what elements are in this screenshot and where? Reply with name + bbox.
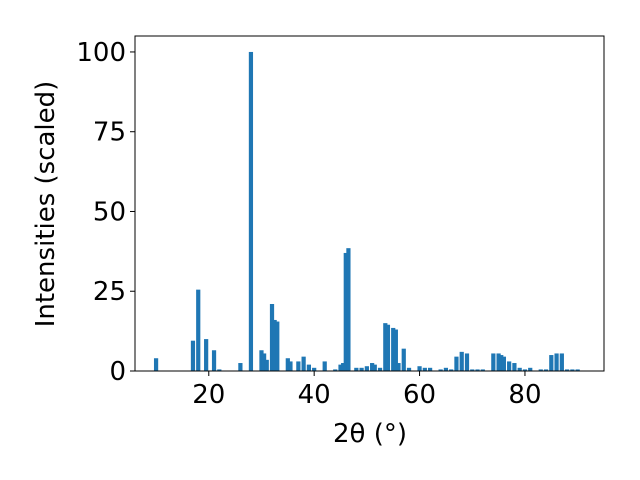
bar	[496, 353, 501, 371]
bar	[401, 348, 406, 371]
bar	[204, 339, 209, 371]
bar	[285, 358, 290, 371]
bar	[338, 364, 343, 371]
bar	[272, 319, 277, 371]
bar	[296, 361, 301, 371]
bar	[464, 353, 470, 371]
bar	[427, 367, 433, 371]
bar	[370, 363, 375, 371]
bar	[196, 289, 201, 371]
bar	[393, 329, 398, 371]
bar	[499, 355, 504, 371]
bar	[217, 369, 222, 371]
bar	[346, 248, 351, 371]
bar	[522, 369, 528, 371]
bar	[491, 353, 496, 371]
bar	[190, 340, 196, 371]
bar	[570, 369, 575, 371]
bar	[501, 356, 506, 371]
bar	[406, 367, 412, 371]
bar	[343, 252, 348, 371]
x-tick-label: 60	[403, 380, 436, 410]
bar	[575, 369, 580, 371]
bar	[549, 355, 554, 371]
bar	[422, 367, 427, 371]
bar	[153, 358, 159, 371]
bar	[543, 369, 549, 371]
bar	[275, 321, 280, 371]
bar	[364, 366, 369, 371]
bar	[359, 367, 364, 371]
bar	[470, 369, 475, 371]
bar	[238, 363, 243, 371]
bar	[417, 366, 422, 371]
bar	[512, 363, 517, 371]
bar	[517, 367, 522, 371]
bar	[333, 369, 338, 371]
bar	[449, 369, 454, 371]
bar	[261, 353, 267, 371]
bar	[528, 367, 533, 371]
bar	[322, 361, 327, 371]
x-axis-label: 2θ (°)	[333, 419, 407, 449]
bar	[396, 363, 401, 371]
bar	[377, 367, 383, 371]
bar	[301, 356, 306, 371]
bar	[383, 323, 388, 371]
y-tick-label: 50	[93, 197, 126, 227]
y-axis-label: Intensities (scaled)	[31, 81, 61, 328]
y-tick-label: 0	[109, 357, 126, 387]
bar	[565, 369, 570, 371]
y-tick-label: 100	[76, 38, 126, 68]
y-tick-label: 25	[93, 277, 126, 307]
plot-frame	[134, 35, 605, 372]
bar	[341, 363, 346, 371]
x-tick-label: 20	[192, 380, 225, 410]
bar	[306, 364, 312, 371]
bar	[438, 369, 443, 371]
bar	[288, 361, 293, 371]
bar	[459, 351, 464, 371]
bar	[259, 350, 264, 371]
bar	[480, 369, 485, 371]
bar	[372, 364, 377, 371]
bar	[454, 356, 459, 371]
bar	[475, 369, 480, 371]
bar	[559, 353, 564, 371]
bar	[264, 359, 269, 371]
bar	[211, 350, 217, 371]
x-tick-label: 80	[508, 380, 541, 410]
bar	[385, 324, 391, 371]
bar	[538, 369, 543, 371]
bar	[554, 353, 559, 371]
bar	[269, 304, 275, 371]
bar	[391, 327, 396, 371]
x-tick-label: 40	[298, 380, 331, 410]
y-tick-label: 75	[93, 118, 126, 148]
bar	[507, 361, 512, 371]
bars	[153, 51, 580, 371]
bar	[248, 51, 254, 371]
bar	[354, 367, 359, 371]
bar	[312, 367, 317, 371]
bar	[443, 367, 449, 371]
